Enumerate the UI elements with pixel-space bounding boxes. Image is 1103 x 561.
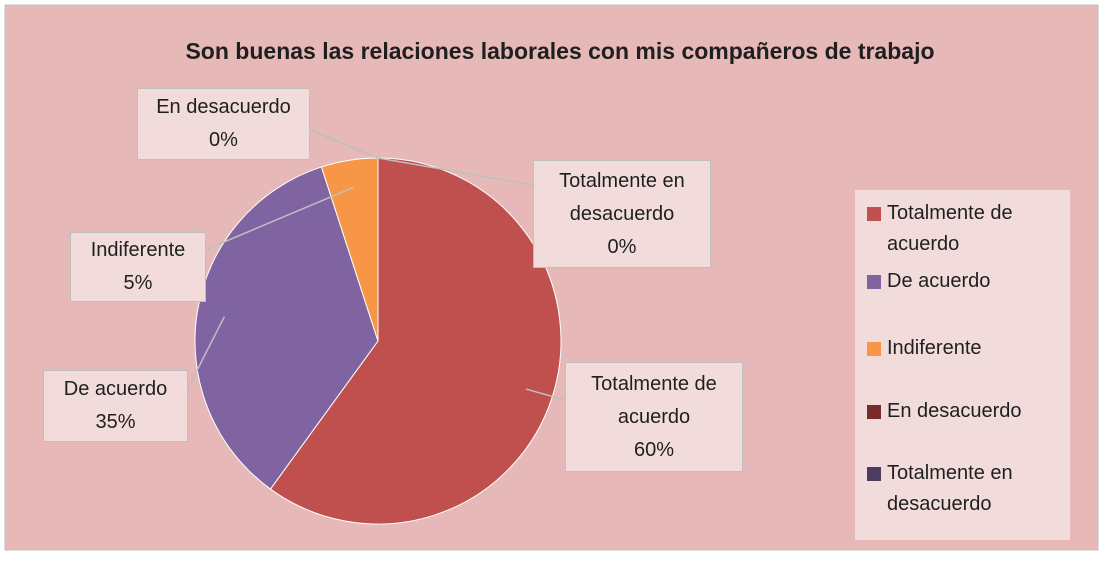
data-label-value: 0% — [607, 235, 637, 258]
data-label-category: Totalmente en desacuerdo — [559, 169, 685, 225]
legend-swatch — [867, 342, 881, 356]
data-label-category: De acuerdo — [63, 378, 168, 400]
legend-swatch — [867, 207, 881, 221]
legend-label: Indiferente — [887, 337, 982, 359]
data-label: Indiferente 5% — [70, 232, 206, 302]
legend-item: Totalmente en desacuerdo — [865, 458, 1065, 520]
pie-slice — [269, 157, 562, 525]
leader-line — [309, 129, 379, 159]
leader-line — [377, 157, 534, 186]
data-label: Totalmente de acuerdo 60% — [565, 362, 743, 472]
data-label: Totalmente en desacuerdo 0% — [533, 160, 711, 268]
data-label-category: Indiferente — [90, 239, 186, 261]
pie-slice — [194, 166, 379, 490]
legend-swatch — [867, 405, 881, 419]
data-label-value: 5% — [123, 272, 153, 294]
leader-line — [186, 316, 226, 391]
legend-label: De acuerdo — [887, 270, 991, 292]
legend-item: Indiferente — [865, 333, 1065, 364]
legend-label: Totalmente en desacuerdo — [887, 462, 1013, 515]
legend-label: Totalmente de acuerdo — [887, 202, 1013, 255]
data-label-value: 35% — [95, 411, 136, 433]
legend-item: En desacuerdo — [865, 396, 1065, 427]
data-label-value: 60% — [633, 438, 675, 461]
data-label-category: Totalmente de acuerdo — [591, 372, 717, 428]
data-label-value: 0% — [209, 129, 238, 151]
leader-line — [204, 186, 354, 251]
data-label: De acuerdo 35% — [43, 370, 188, 442]
legend-label: En desacuerdo — [887, 400, 1022, 422]
legend-swatch — [867, 467, 881, 481]
legend-item: De acuerdo — [865, 266, 1065, 297]
leader-line — [525, 388, 566, 401]
legend-item: Totalmente de acuerdo — [865, 198, 1065, 260]
data-label: En desacuerdo 0% — [137, 88, 310, 160]
chart-title: Son buenas las relaciones laborales con … — [185, 38, 935, 64]
legend-swatch — [867, 275, 881, 289]
data-label-category: En desacuerdo — [156, 96, 291, 118]
legend: Totalmente de acuerdo De acuerdo Indiferen… — [855, 190, 1070, 540]
